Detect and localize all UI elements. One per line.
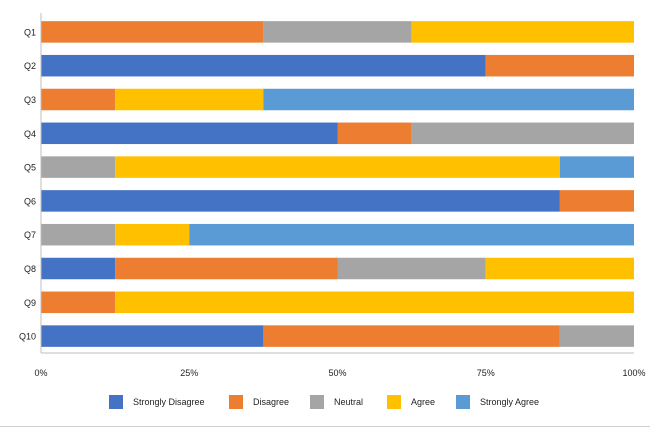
- category-label: Q10: [19, 332, 36, 342]
- x-tick-labels: 0% 25% 50% 75% 100%: [34, 368, 645, 378]
- bar-q1-series-3: [411, 21, 634, 43]
- bar-q3-series-4: [263, 88, 634, 111]
- legend-swatch: [387, 395, 401, 409]
- bar-q7-series-4: [189, 223, 634, 246]
- bar-q7-series-2: [41, 223, 116, 246]
- bar-q5-series-2: [41, 156, 116, 178]
- legend-swatch: [109, 395, 123, 409]
- x-tick-label: 25%: [180, 368, 198, 378]
- legend: Strongly Disagree Disagree Neutral Agree Str…: [109, 395, 539, 409]
- category-label: Q4: [24, 129, 36, 139]
- x-tick-label: 100%: [622, 368, 645, 378]
- legend-swatch: [310, 395, 324, 409]
- category-label: Q6: [24, 196, 36, 206]
- bar-q8-series-3: [485, 257, 634, 280]
- category-label: Q7: [24, 230, 36, 240]
- bar-q6-series-1: [559, 190, 634, 212]
- bottom-divider: [0, 426, 650, 427]
- bar-q10-series-0: [41, 325, 264, 347]
- bar-q7-series-3: [115, 223, 190, 246]
- legend-label: Strongly Disagree: [133, 397, 205, 407]
- category-label: Q5: [24, 163, 36, 173]
- bar-q10-series-2: [559, 325, 634, 347]
- legend-swatch: [456, 395, 470, 409]
- category-label: Q3: [24, 95, 36, 105]
- bars-group: [41, 21, 634, 347]
- bar-q6-series-0: [41, 190, 560, 212]
- bar-q8-series-0: [41, 257, 116, 280]
- legend-label: Disagree: [253, 397, 289, 407]
- axes-group: [40, 13, 634, 354]
- bar-q9-series-1: [41, 291, 116, 314]
- bar-q2-series-1: [485, 54, 634, 77]
- bar-q5-series-4: [559, 156, 634, 178]
- bar-q3-series-3: [115, 88, 264, 111]
- category-labels: Q1 Q2 Q3 Q4 Q5 Q6 Q7 Q8 Q9 Q10: [19, 27, 36, 341]
- legend-label: Agree: [411, 397, 435, 407]
- bar-q10-series-1: [263, 325, 560, 347]
- legend-label: Neutral: [334, 397, 363, 407]
- category-label: Q2: [24, 61, 36, 71]
- bar-q8-series-2: [337, 257, 486, 280]
- bar-q4-series-0: [41, 122, 338, 145]
- bar-q3-series-1: [41, 88, 116, 111]
- bar-q5-series-3: [115, 156, 560, 178]
- legend-label: Strongly Agree: [480, 397, 539, 407]
- category-label: Q8: [24, 264, 36, 274]
- category-label: Q1: [24, 27, 36, 37]
- category-label: Q9: [24, 298, 36, 308]
- bar-q4-series-1: [337, 122, 412, 145]
- x-tick-label: 0%: [34, 368, 47, 378]
- x-tick-label: 50%: [328, 368, 346, 378]
- bar-q1-series-1: [41, 21, 264, 43]
- bar-q8-series-1: [115, 257, 338, 280]
- bar-q9-series-3: [115, 291, 634, 314]
- legend-swatch: [229, 395, 243, 409]
- bar-q4-series-2: [411, 122, 634, 145]
- x-tick-label: 75%: [477, 368, 495, 378]
- bar-q2-series-0: [41, 54, 486, 77]
- bar-q1-series-2: [263, 21, 412, 43]
